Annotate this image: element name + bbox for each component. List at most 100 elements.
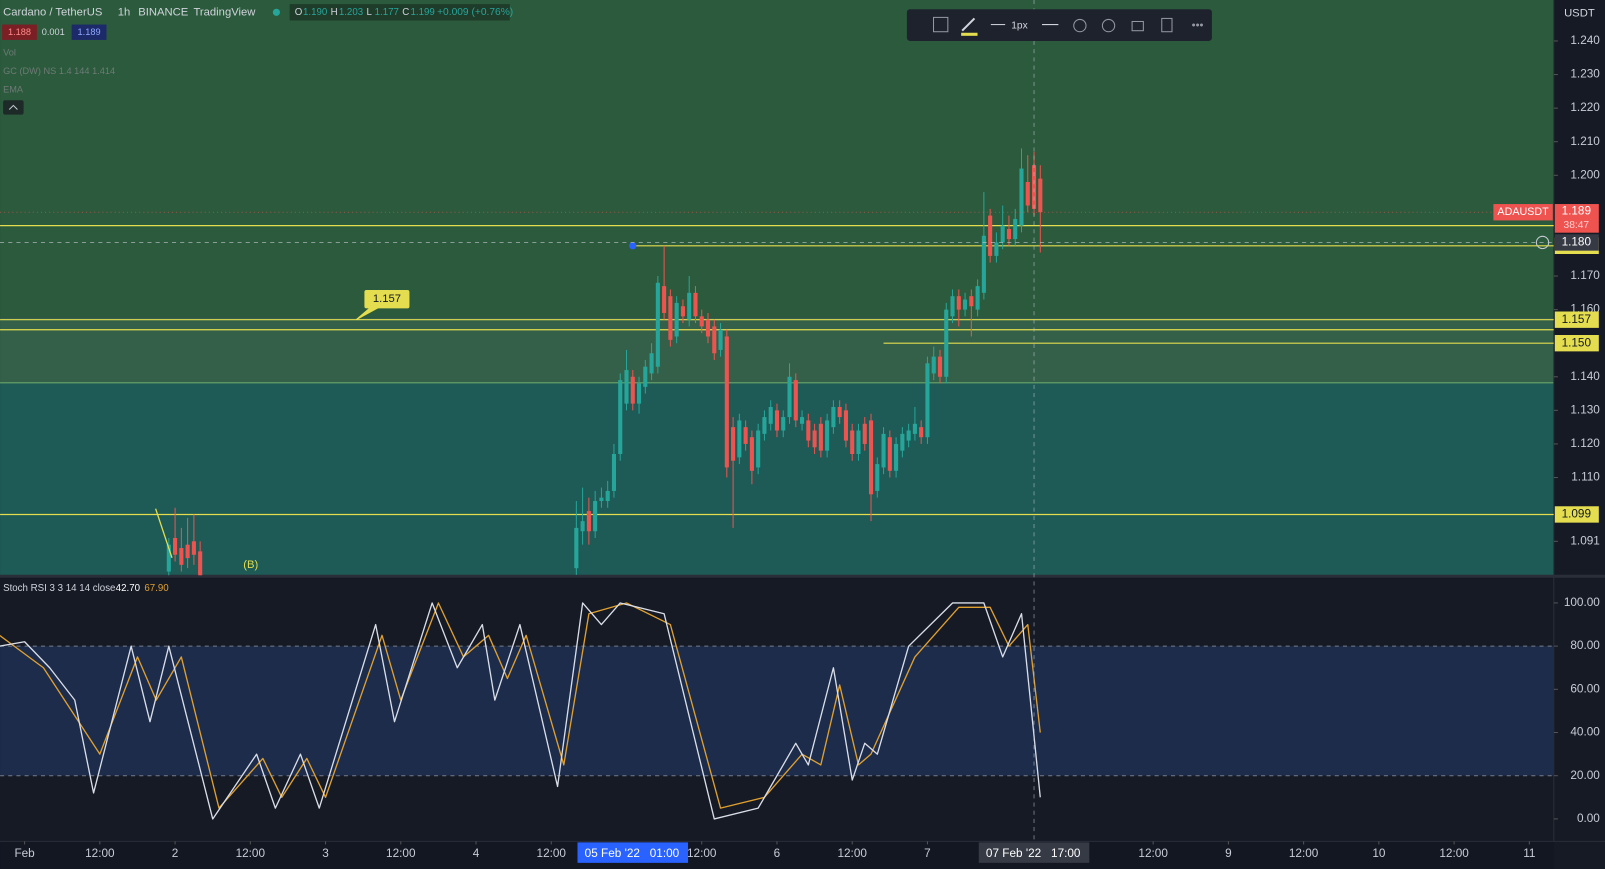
ohlc-value: 1.177 (375, 7, 399, 18)
level-anchor (629, 242, 637, 250)
x-tick-label: 12:00 (537, 847, 567, 860)
candle-body (749, 437, 754, 471)
crosshair-date: 07 Feb '22 (986, 847, 1041, 860)
candle-body (894, 443, 899, 471)
candle-body (818, 423, 823, 451)
crosshair-time: 17:00 (1051, 847, 1081, 860)
candle-body (724, 336, 729, 468)
y-tick-label: 1.091 (1570, 534, 1599, 547)
candle-body (981, 235, 986, 293)
candle-body (166, 544, 171, 572)
candle-body (912, 423, 917, 434)
y-tick-label: 0.00 (1577, 812, 1600, 825)
candle-body (185, 544, 190, 559)
callout-box (364, 290, 410, 309)
tool-more[interactable]: ••• (1192, 20, 1204, 32)
ohlc-key: O (295, 7, 303, 18)
bid: 1.188 (8, 27, 31, 37)
candle-body (793, 380, 798, 421)
interval: 1h (118, 6, 131, 18)
x-tick-label: Feb (14, 847, 35, 860)
y-tick-label: 1.230 (1570, 68, 1600, 81)
ohlc-value: 1.190 (303, 7, 328, 18)
tool-alert[interactable] (1101, 18, 1116, 33)
x-tick-label: 4 (473, 847, 480, 860)
price-plot: 1.157 (B) (0, 148, 1554, 576)
candle-body (1038, 178, 1043, 213)
candle-body (975, 286, 980, 310)
crosshair-label: 1.180 (1562, 236, 1592, 249)
indicator[interactable]: EMA (3, 85, 24, 95)
candle-body (756, 430, 761, 468)
candle-body (705, 319, 711, 337)
ohlc-value: 1.203 (339, 7, 363, 18)
crosshair-date: 05 Feb '22 (585, 847, 640, 860)
candle-body (618, 380, 623, 455)
last-name-box (1493, 204, 1553, 221)
candle-body (831, 406, 836, 428)
crosshair-x-box (577, 842, 689, 863)
x-tick-label: 3 (322, 847, 329, 860)
candle-body (198, 551, 203, 576)
tool-lock[interactable] (1131, 20, 1144, 32)
candle-body (762, 417, 767, 434)
candle-body (768, 406, 773, 424)
indicator[interactable]: Vol (3, 48, 16, 58)
candle-body (173, 537, 178, 555)
trend-line (154, 508, 173, 559)
candle-body (574, 527, 579, 569)
candle-body (950, 296, 955, 317)
candle-body (988, 215, 993, 256)
zone-middle (0, 317, 1554, 383)
candle-body (191, 541, 196, 555)
candle-body (1025, 182, 1030, 206)
candle-body (931, 356, 936, 374)
indicator[interactable]: GC (DW) NS 1.4 144 1.414 (3, 66, 115, 76)
candle-body (956, 296, 961, 310)
collapse-button[interactable] (3, 100, 24, 115)
y-tick-label: 1.210 (1570, 135, 1600, 148)
tool-pencil[interactable] (961, 17, 976, 32)
candle-body (868, 420, 874, 495)
x-tick-label: 6 (774, 847, 781, 860)
candle-body (605, 490, 610, 502)
callout-label: 1.157 (373, 293, 401, 305)
level-axis-box (1554, 311, 1599, 328)
x-tick-label: 12:00 (1138, 847, 1168, 860)
y-tick-label: 1.110 (1571, 471, 1600, 484)
candle-body (800, 417, 805, 424)
candle-body (636, 383, 642, 404)
candle-body (580, 521, 585, 532)
x-tick-label: 12:00 (687, 847, 717, 860)
y-tick-label: 1.120 (1570, 437, 1600, 450)
currency[interactable]: USDT (1564, 7, 1595, 19)
tool-template[interactable] (933, 16, 949, 33)
x-tick-label: 12:00 (837, 847, 867, 860)
candle-body (963, 299, 968, 310)
candle-body (599, 497, 604, 502)
tool-color (961, 32, 978, 36)
last-price-box (1554, 204, 1599, 233)
candle-body (787, 376, 792, 418)
bid-box[interactable] (2, 24, 37, 40)
candle-body (712, 326, 717, 354)
candle-body (1013, 218, 1018, 240)
add-button[interactable] (1535, 235, 1550, 250)
tool-settings[interactable] (1073, 18, 1087, 33)
collapse-icon (8, 104, 18, 110)
y-tick-label: 40.00 (1570, 726, 1600, 739)
price-axis (1553, 0, 1605, 869)
x-tick-label: 11 (1523, 847, 1535, 860)
candle-body (687, 292, 692, 320)
candle-body (925, 363, 930, 438)
y-tick-label: 1.240 (1570, 34, 1600, 47)
tool-width[interactable]: 1px (1011, 20, 1027, 31)
stoch-line (0, 602, 1041, 809)
ohlc-value: 1.199 (410, 7, 434, 18)
candle-body (743, 427, 748, 444)
ask-box[interactable] (71, 24, 107, 40)
countdown: 38:47 (1564, 220, 1590, 231)
x-tick-label: 12:00 (1289, 847, 1319, 860)
tool-delete[interactable] (1161, 17, 1173, 33)
